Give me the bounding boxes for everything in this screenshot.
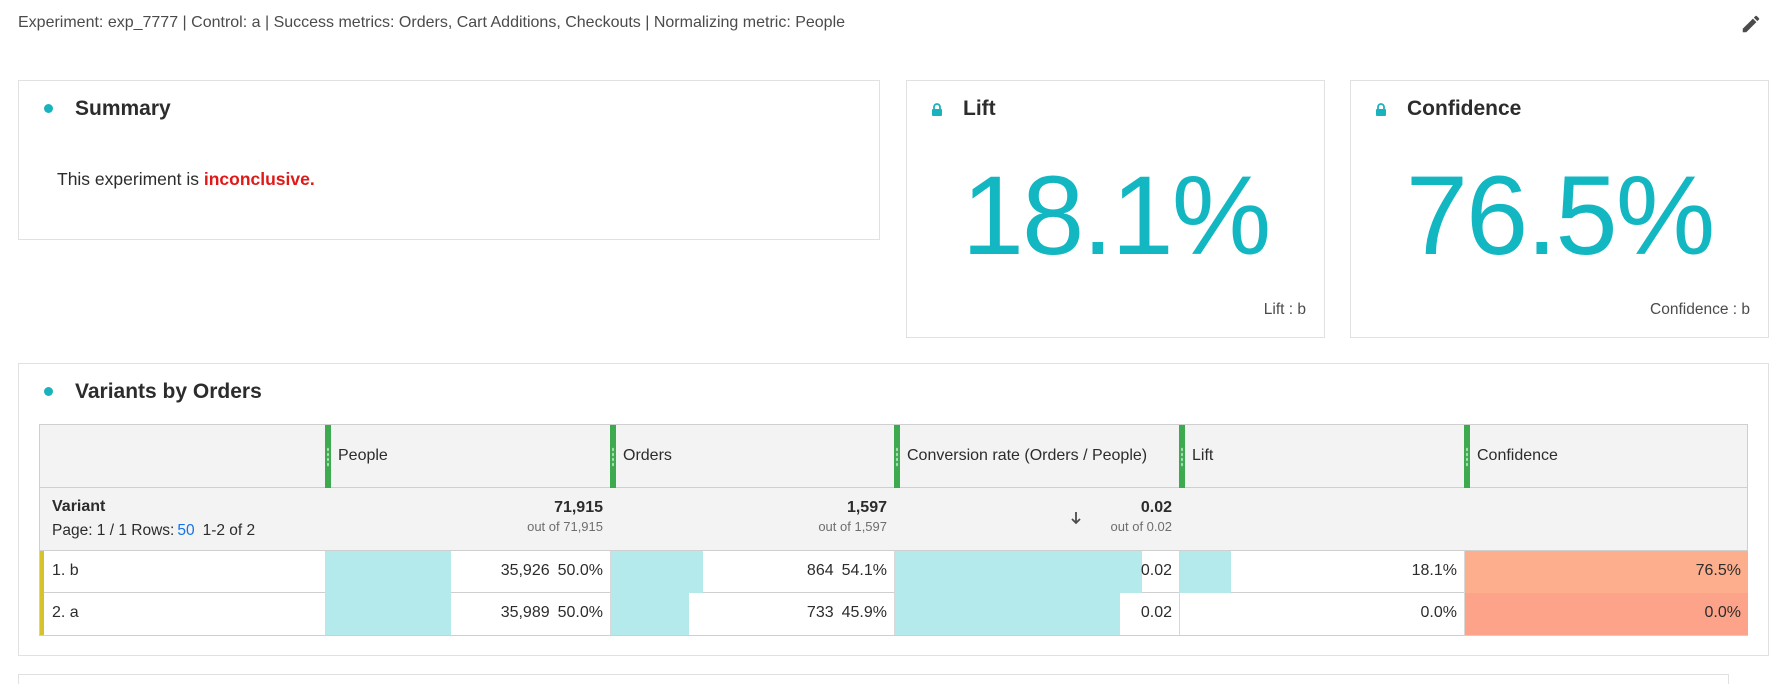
pagination: Page: 1 / 1 Rows: 50 1-2 of 2 xyxy=(52,522,255,540)
lift-card: Lift 18.1% Lift : b xyxy=(906,80,1325,338)
sort-descending-icon[interactable] xyxy=(1070,510,1082,526)
row-accent xyxy=(40,593,44,635)
lock-icon xyxy=(932,103,942,116)
orders-cell: 864 54.1% xyxy=(610,551,894,593)
column-label: Lift xyxy=(1192,447,1214,464)
summary-panel: Summary This experiment is inconclusive. xyxy=(18,80,880,240)
column-label: Conversion rate (Orders / People) xyxy=(907,447,1148,464)
variant-name[interactable]: 1. b xyxy=(52,562,79,579)
column-label: Orders xyxy=(623,447,672,464)
people-bar xyxy=(326,593,451,635)
lift-value: 18.1% xyxy=(961,153,1272,278)
total-out-of: out of 0.02 xyxy=(1110,519,1172,534)
table-totals-row: Variant Page: 1 / 1 Rows: 50 1-2 of 2 71,9… xyxy=(40,488,1747,551)
lift-bar xyxy=(1180,551,1231,593)
conversion-cell: 0.02 xyxy=(894,593,1179,635)
lift-cell: 0.0% xyxy=(1179,593,1464,635)
variants-panel: Variants by Orders People Orders Convers… xyxy=(18,363,1769,656)
confidence-value: 76.5% xyxy=(1695,562,1741,579)
lift-title: Lift xyxy=(963,97,996,120)
total-value: 0.02 xyxy=(1140,499,1172,516)
people-cell: 35,989 50.0% xyxy=(325,593,610,635)
total-out-of: out of 1,597 xyxy=(818,519,887,534)
confidence-title: Confidence xyxy=(1407,97,1522,120)
summary-status: inconclusive xyxy=(203,169,310,189)
orders-cell: 733 45.9% xyxy=(610,593,894,635)
lift-value: 0.0% xyxy=(1420,604,1457,621)
orders-value: 733 45.9% xyxy=(806,604,887,621)
column-resize-handle[interactable] xyxy=(894,425,900,488)
orders-value: 864 54.1% xyxy=(806,562,887,579)
column-resize-handle[interactable] xyxy=(1179,425,1185,488)
column-resize-handle[interactable] xyxy=(610,425,616,488)
people-value: 35,926 50.0% xyxy=(500,562,603,579)
conversion-bar xyxy=(895,593,1120,635)
table-header-row: People Orders Conversion rate (Orders / … xyxy=(40,425,1747,488)
column-resize-handle[interactable] xyxy=(325,425,331,488)
column-header-confidence[interactable]: Confidence xyxy=(1464,425,1748,488)
variants-table: People Orders Conversion rate (Orders / … xyxy=(39,424,1748,636)
rows-per-page-selector[interactable]: 50 xyxy=(177,522,195,539)
variants-dot-icon xyxy=(44,387,53,396)
confidence-card: Confidence 76.5% Confidence : b xyxy=(1350,80,1769,338)
total-value: 1,597 xyxy=(846,499,887,516)
total-out-of: out of 71,915 xyxy=(527,519,603,534)
total-people: 71,915 out of 71,915 xyxy=(325,499,603,534)
column-resize-handle[interactable] xyxy=(1464,425,1470,488)
column-label: People xyxy=(338,447,388,464)
table-row[interactable]: 2. a 35,989 50.0% 733 45.9% 0.02 0.0% 0.0% xyxy=(40,593,1748,635)
dimension-label: Variant xyxy=(52,498,106,515)
row-range: 1-2 of 2 xyxy=(202,522,256,539)
table-row[interactable]: 1. b 35,926 50.0% 864 54.1% 0.02 18.1% 76.… xyxy=(40,551,1748,593)
orders-bar xyxy=(611,593,689,635)
summary-text-suffix: . xyxy=(309,169,315,189)
variant-name[interactable]: 2. a xyxy=(52,604,79,621)
confidence-cell: 76.5% xyxy=(1464,551,1748,593)
column-header-orders[interactable]: Orders xyxy=(610,425,894,488)
next-panel xyxy=(18,674,1729,684)
lift-cell: 18.1% xyxy=(1179,551,1464,593)
orders-bar xyxy=(611,551,703,593)
row-accent xyxy=(40,551,44,593)
column-header-people[interactable]: People xyxy=(325,425,610,488)
total-value: 71,915 xyxy=(554,499,603,516)
summary-dot-icon xyxy=(44,104,53,113)
pencil-icon[interactable] xyxy=(1740,13,1762,35)
conversion-value: 0.02 xyxy=(1140,604,1172,621)
confidence-value: 76.5% xyxy=(1405,153,1716,278)
column-header-lift[interactable]: Lift xyxy=(1179,425,1464,488)
confidence-value: 0.0% xyxy=(1704,604,1741,621)
total-conversion: 0.02 out of 0.02 xyxy=(894,499,1172,534)
confidence-footer: Confidence : b xyxy=(1650,301,1750,318)
people-value: 35,989 50.0% xyxy=(500,604,603,621)
column-label: Confidence xyxy=(1477,447,1558,464)
conversion-cell: 0.02 xyxy=(894,551,1179,593)
lift-footer: Lift : b xyxy=(1263,301,1306,318)
variants-title: Variants by Orders xyxy=(75,380,262,403)
lift-value: 18.1% xyxy=(1411,562,1457,579)
summary-text-prefix: This experiment is xyxy=(57,169,204,189)
summary-title: Summary xyxy=(75,97,171,120)
confidence-cell: 0.0% xyxy=(1464,593,1748,635)
total-orders: 1,597 out of 1,597 xyxy=(610,499,887,534)
experiment-summary-line: Experiment: exp_7777 | Control: a | Succ… xyxy=(18,14,846,31)
column-header-conversion[interactable]: Conversion rate (Orders / People) xyxy=(894,425,1179,488)
conversion-bar xyxy=(895,551,1142,593)
lock-icon xyxy=(1376,103,1386,116)
page-text: Page: 1 / 1 Rows: xyxy=(52,522,175,539)
conversion-value: 0.02 xyxy=(1140,562,1172,579)
people-bar xyxy=(326,551,451,593)
summary-text: This experiment is inconclusive. xyxy=(57,169,315,190)
people-cell: 35,926 50.0% xyxy=(325,551,610,593)
